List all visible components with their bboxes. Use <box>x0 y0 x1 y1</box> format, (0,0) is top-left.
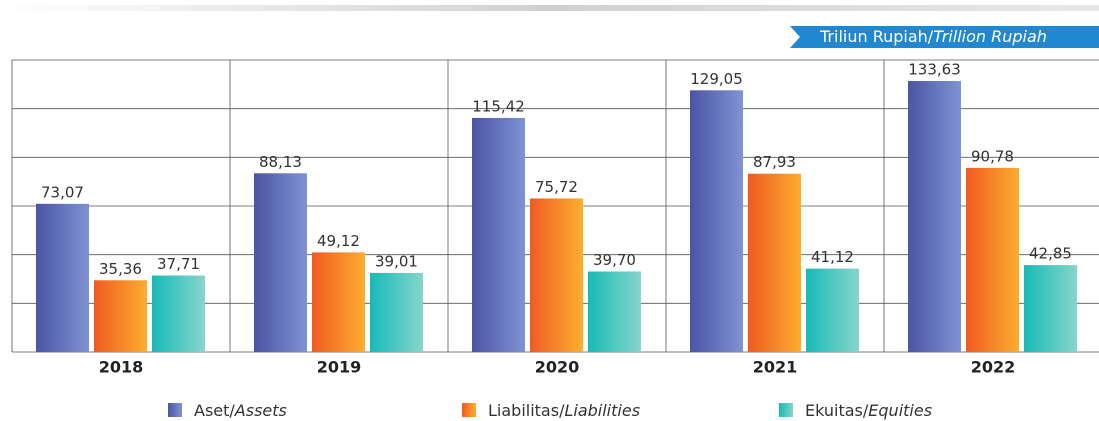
value-label: 73,07 <box>41 183 84 201</box>
value-label: 88,13 <box>259 153 302 171</box>
unit-ribbon <box>790 26 1099 48</box>
bar <box>908 81 961 353</box>
unit-label: Triliun Rupiah/Trillion Rupiah <box>819 27 1047 46</box>
value-label: 41,12 <box>811 248 854 266</box>
bar <box>1024 265 1077 352</box>
value-label: 37,71 <box>157 255 200 273</box>
bar <box>152 275 205 352</box>
legend-swatch <box>168 403 182 417</box>
value-label: 90,78 <box>971 147 1014 165</box>
value-label: 133,63 <box>908 61 961 79</box>
unit-id: Triliun Rupiah/ <box>819 27 934 46</box>
bar <box>748 173 801 352</box>
value-label: 49,12 <box>317 232 360 250</box>
top-rule <box>0 5 1099 11</box>
x-tick-label: 2020 <box>535 358 580 377</box>
value-label: 42,85 <box>1029 245 1072 263</box>
bar <box>588 271 641 352</box>
unit-en: Trillion Rupiah <box>933 27 1047 46</box>
x-tick-label: 2021 <box>753 358 798 377</box>
value-label: 115,42 <box>472 97 525 115</box>
legend-swatch <box>779 403 793 417</box>
value-label: 129,05 <box>690 70 743 88</box>
bar <box>530 198 583 352</box>
legend-swatch <box>462 403 476 417</box>
bar <box>312 252 365 352</box>
bar <box>690 90 743 352</box>
value-label: 35,36 <box>99 260 142 278</box>
bar <box>806 268 859 352</box>
bar <box>472 117 525 352</box>
value-label: 39,70 <box>593 251 636 269</box>
bar <box>370 272 423 352</box>
x-tick-label: 2018 <box>99 358 144 377</box>
value-label: 87,93 <box>753 153 796 171</box>
legend-label: Aset/Assets <box>194 401 287 420</box>
bar <box>36 203 89 352</box>
x-tick-label: 2022 <box>971 358 1016 377</box>
value-label: 39,01 <box>375 252 418 270</box>
legend-label: Ekuitas/Equities <box>805 401 932 420</box>
bar <box>254 173 307 352</box>
value-label: 75,72 <box>535 178 578 196</box>
legend-label: Liabilitas/Liabilities <box>488 401 640 420</box>
bar <box>966 167 1019 352</box>
bar <box>94 280 147 352</box>
x-tick-label: 2019 <box>317 358 362 377</box>
